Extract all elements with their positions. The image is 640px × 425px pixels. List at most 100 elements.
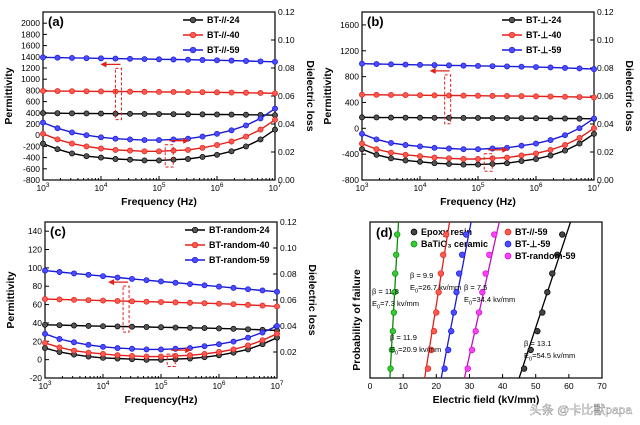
beta-annotation: β = 13.1 <box>524 339 551 348</box>
permittivity-point <box>402 114 409 121</box>
y-tick-label: 100 <box>28 263 42 273</box>
data-point <box>428 346 435 354</box>
x-tick-label-exp: 5 <box>164 380 168 387</box>
legend-marker <box>189 46 197 54</box>
loss-point <box>83 143 90 150</box>
loss-point <box>504 154 510 161</box>
loss-point <box>460 161 467 168</box>
x-tick-label-exp: 3 <box>48 380 52 387</box>
y-tick-label: -600 <box>23 164 40 174</box>
panel-label: (b) <box>367 14 384 29</box>
data-point <box>437 270 445 277</box>
loss-point <box>230 346 237 353</box>
permittivity-point <box>141 56 148 62</box>
y2-tick-label: 0.06 <box>597 91 614 101</box>
permittivity-point <box>533 115 539 122</box>
legend-marker <box>410 240 418 248</box>
permittivity-point <box>272 90 278 97</box>
data-point <box>527 346 534 354</box>
x-axis-title: Electric field (kV/mm) <box>433 394 540 406</box>
loss-point <box>243 122 249 129</box>
permittivity-point <box>245 301 251 308</box>
loss-point <box>98 145 104 152</box>
loss-point <box>158 353 164 360</box>
permittivity-point <box>431 62 438 69</box>
permittivity-point <box>259 287 266 294</box>
permittivity-point <box>40 110 46 117</box>
data-point <box>544 289 551 296</box>
permittivity-point <box>170 111 177 118</box>
data-point <box>389 328 397 335</box>
y-tick-label: 1600 <box>340 20 359 30</box>
permittivity-point <box>489 63 496 70</box>
y2-tick-label: 0.00 <box>278 175 295 185</box>
x-tick-label: 103 <box>38 380 51 391</box>
e0-symbol: E <box>390 345 395 354</box>
permittivity-point <box>228 89 235 96</box>
permittivity-point <box>243 111 249 118</box>
loss-point <box>259 337 266 344</box>
loss-point <box>388 155 394 162</box>
loss-indicator-box <box>164 144 174 168</box>
left-arrow-head <box>108 279 115 286</box>
loss-point <box>417 153 423 160</box>
loss-point <box>475 161 481 168</box>
loss-point <box>129 352 135 359</box>
y2-tick-label: 0.12 <box>280 217 297 227</box>
legend-label: BT-⊥-40 <box>526 30 561 40</box>
permittivity-point <box>114 323 121 330</box>
x-axis-title: Frequency (Hz) <box>440 196 516 208</box>
data-point <box>394 231 401 238</box>
panel-a: 103 104 105 106 107-800-600-400-200020040060… <box>3 7 316 208</box>
permittivity-point <box>129 275 135 282</box>
loss-point <box>518 152 525 159</box>
permittivity-point <box>54 54 61 61</box>
data-point <box>458 251 466 258</box>
y-tick-label: 140 <box>28 226 42 236</box>
y2-tick-label: 0.02 <box>597 147 614 157</box>
permittivity-point <box>216 283 222 290</box>
permittivity-point <box>228 57 235 64</box>
x-tick-label-base: 10 <box>210 183 220 193</box>
legend-label: BT-⊥-24 <box>526 15 561 25</box>
loss-point <box>54 146 61 153</box>
y-tick-label: 80 <box>33 281 43 291</box>
loss-point <box>156 148 162 155</box>
left-arrow-head <box>429 67 436 74</box>
loss-point <box>83 153 90 160</box>
x-tick-label-base: 10 <box>268 183 278 193</box>
permittivity-point <box>373 61 380 67</box>
permittivity-point <box>417 92 423 99</box>
permittivity-point <box>431 92 438 99</box>
permittivity-point <box>518 63 525 70</box>
data-point <box>479 289 486 296</box>
permittivity-point <box>170 56 177 63</box>
permittivity-point <box>216 300 222 307</box>
y2-tick-label: 0.08 <box>280 269 297 279</box>
series-BT-random-59: BT-random-59 <box>463 221 576 379</box>
legend-marker <box>191 226 199 234</box>
legend-marker <box>410 228 418 236</box>
series-BT-//-24: BT-//-24 <box>40 15 278 164</box>
e0-annotation: E0=34.4 kv/mm <box>464 295 515 307</box>
x-tick-label-exp: 5 <box>162 182 166 189</box>
loss-point <box>201 343 208 350</box>
permittivity-point <box>114 297 121 304</box>
permittivity-point <box>98 55 104 62</box>
legend-label: BT-random-40 <box>209 240 270 250</box>
permittivity-point <box>562 115 568 122</box>
e0-annotation: E0=20.9 kv/mm <box>390 345 441 357</box>
permittivity-point <box>42 267 48 274</box>
x-tick-label: 107 <box>268 182 281 193</box>
permittivity-point <box>56 296 63 303</box>
loss-line <box>42 119 276 153</box>
loss-point <box>259 329 266 336</box>
loss-point <box>402 142 409 148</box>
permittivity-point <box>127 55 133 62</box>
x-tick-label-base: 10 <box>270 381 280 391</box>
x-tick-label-base: 10 <box>355 183 365 193</box>
loss-point <box>475 156 481 162</box>
permittivity-point <box>127 110 133 117</box>
loss-point <box>402 157 409 164</box>
loss-point <box>40 119 46 126</box>
